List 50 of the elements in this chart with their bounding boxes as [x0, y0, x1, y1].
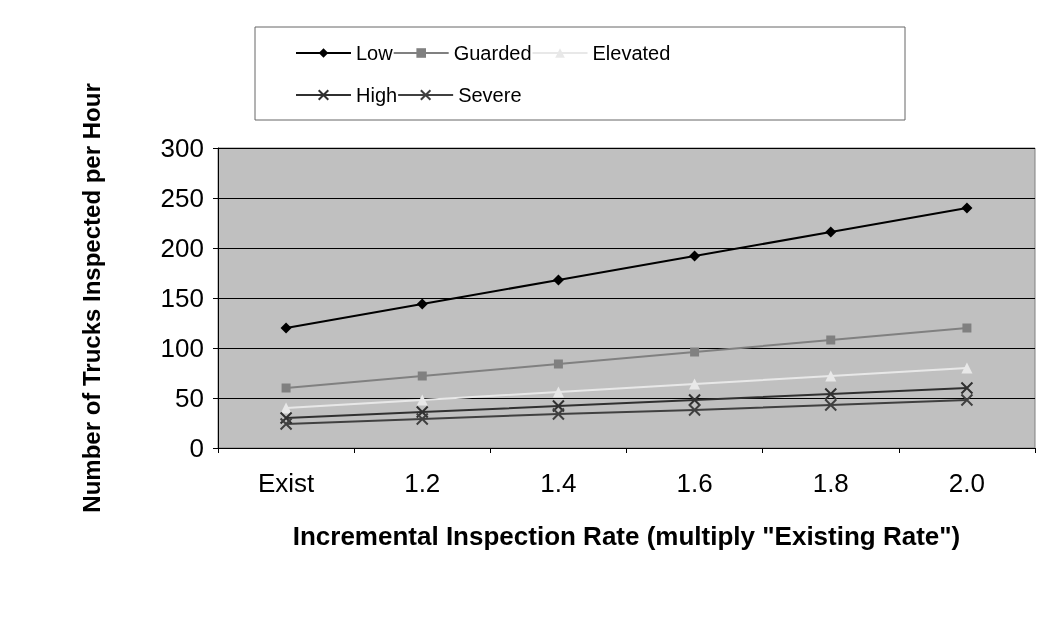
- legend-label: Guarded: [453, 42, 532, 64]
- y-tick-label: 100: [160, 333, 204, 363]
- x-tick-label: Exist: [257, 468, 316, 498]
- point: [280, 402, 292, 414]
- point: [415, 412, 429, 426]
- point: [961, 202, 973, 214]
- point: [552, 274, 564, 286]
- y-tick-label: 150: [160, 283, 204, 313]
- point: [279, 417, 293, 431]
- point: [826, 335, 836, 345]
- y-tick-label: 200: [160, 233, 204, 263]
- point: [281, 383, 291, 393]
- point: [415, 405, 429, 419]
- x-tick-label: 1.6: [676, 468, 713, 498]
- point: [960, 381, 974, 395]
- point: [551, 399, 565, 413]
- y-tick-label: 50: [175, 383, 204, 413]
- point: [416, 394, 428, 406]
- x-tick-label: 1.4: [540, 468, 577, 498]
- point: [825, 370, 837, 382]
- point: [417, 371, 427, 381]
- point: [279, 411, 293, 425]
- y-tick-label: 250: [160, 183, 204, 213]
- point: [690, 347, 700, 357]
- legend-label: Elevated: [592, 42, 671, 64]
- point: [962, 323, 972, 333]
- x-axis-title: Incremental Inspection Rate (multiply "Existing Rate"): [292, 521, 961, 551]
- point: [689, 378, 701, 390]
- y-tick-label: 0: [189, 433, 204, 463]
- x-tick-label: 2.0: [948, 468, 985, 498]
- point: [688, 403, 702, 417]
- y-axis-title: Number of Trucks Inspected per Hour: [77, 83, 105, 513]
- point: [688, 393, 702, 407]
- legend-label: Low: [356, 42, 394, 64]
- x-tick-label: 1.2: [404, 468, 441, 498]
- point: [824, 387, 838, 401]
- point: [553, 359, 563, 369]
- legend-label: Severe: [458, 84, 522, 106]
- point: [416, 298, 428, 310]
- point: [960, 393, 974, 407]
- point: [961, 362, 973, 374]
- point: [825, 226, 837, 238]
- legend-label: High: [356, 84, 398, 106]
- point: [552, 386, 564, 398]
- x-tick-label: 1.8: [812, 468, 849, 498]
- point: [689, 250, 701, 262]
- y-tick-label: 300: [160, 133, 204, 163]
- point: [551, 407, 565, 421]
- point: [824, 398, 838, 412]
- point: [280, 322, 292, 334]
